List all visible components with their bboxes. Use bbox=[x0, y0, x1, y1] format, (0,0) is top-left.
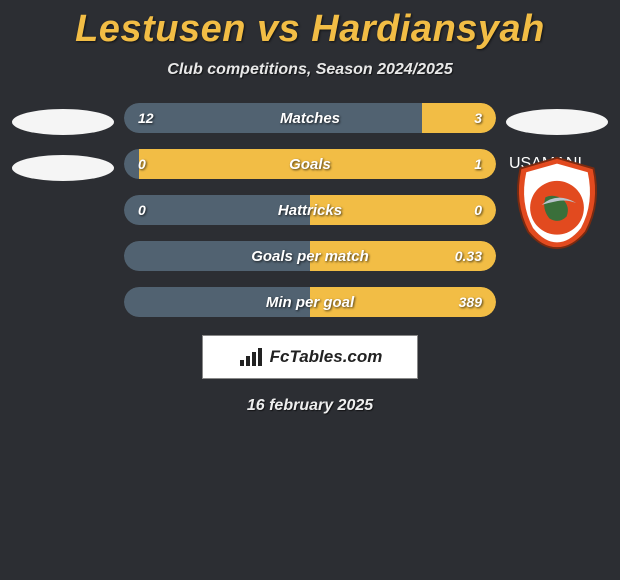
player-ellipse bbox=[506, 109, 608, 135]
player-ellipse bbox=[12, 109, 114, 135]
stat-bars: Matches123Goals01Hattricks00Goals per ma… bbox=[118, 103, 502, 317]
date-text: 16 february 2025 bbox=[0, 397, 620, 415]
bars-icon bbox=[238, 346, 264, 368]
page-subtitle: Club competitions, Season 2024/2025 bbox=[0, 61, 620, 79]
badge-text: FcTables.com bbox=[270, 347, 383, 367]
stat-row: Goals0 1 bbox=[124, 149, 496, 179]
stat-label: Min per goal bbox=[124, 287, 496, 317]
stat-value-right: 1 bbox=[474, 149, 482, 179]
stat-row: Min per goal389 bbox=[124, 287, 496, 317]
stat-row: Goals per match0.33 bbox=[124, 241, 496, 271]
right-player-column: USAMANI bbox=[502, 103, 612, 251]
page-title: Lestusen vs Hardiansyah bbox=[0, 0, 620, 51]
club-logo: USAMANI bbox=[509, 155, 605, 251]
left-player-column bbox=[8, 103, 118, 181]
stat-row: Matches12 3 bbox=[124, 103, 496, 133]
comparison-panel: Matches123Goals01Hattricks00Goals per ma… bbox=[0, 103, 620, 317]
site-badge[interactable]: FcTables.com bbox=[202, 335, 418, 379]
stat-value-right: 0.33 bbox=[455, 241, 482, 271]
stat-value-right: 389 bbox=[459, 287, 482, 317]
stat-value-right: 3 bbox=[474, 103, 482, 133]
stat-label: Matches bbox=[124, 103, 496, 133]
player-ellipse bbox=[12, 155, 114, 181]
stat-label: Hattricks bbox=[124, 195, 496, 225]
stat-value-right: 0 bbox=[474, 195, 482, 225]
shield-icon bbox=[509, 155, 605, 251]
stat-value-left: 0 bbox=[138, 195, 146, 225]
stat-row: Hattricks0 0 bbox=[124, 195, 496, 225]
stat-label: Goals per match bbox=[124, 241, 496, 271]
stat-value-left: 12 bbox=[138, 103, 154, 133]
stat-label: Goals bbox=[124, 149, 496, 179]
stat-value-left: 0 bbox=[138, 149, 146, 179]
